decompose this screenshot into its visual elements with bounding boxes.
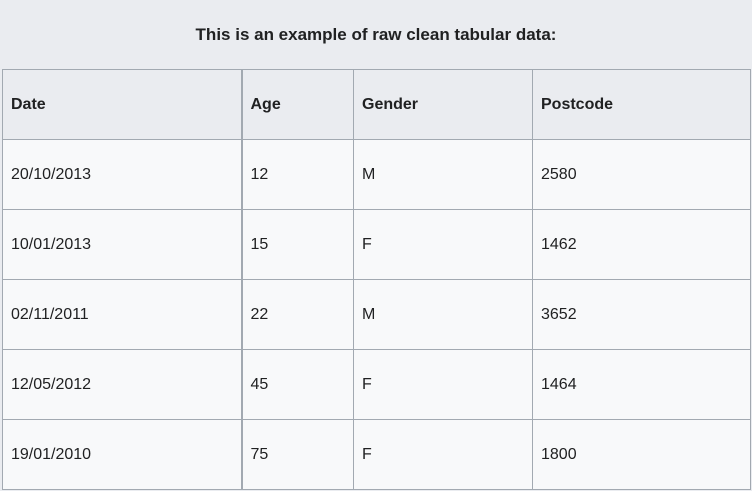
cell-age: 12 — [241, 139, 354, 210]
data-table: Date Age Gender Postcode 20/10/2013 12 M… — [2, 69, 751, 490]
column-header-postcode: Postcode — [532, 69, 751, 140]
table-row: 20/10/2013 12 M 2580 — [2, 139, 751, 210]
table-row: 10/01/2013 15 F 1462 — [2, 209, 751, 280]
cell-gender: M — [353, 139, 533, 210]
table-row: 02/11/2011 22 M 3652 — [2, 279, 751, 350]
cell-postcode: 3652 — [532, 279, 751, 350]
column-header-age: Age — [241, 69, 354, 140]
cell-postcode: 2580 — [532, 139, 751, 210]
table-caption: This is an example of raw clean tabular … — [0, 0, 752, 70]
table-header-row: Date Age Gender Postcode — [2, 69, 751, 140]
cell-postcode: 1800 — [532, 419, 751, 490]
cell-gender: F — [353, 209, 533, 280]
cell-date: 19/01/2010 — [2, 419, 243, 490]
cell-age: 15 — [241, 209, 354, 280]
table-row: 12/05/2012 45 F 1464 — [2, 349, 751, 420]
column-header-date: Date — [2, 69, 243, 140]
cell-date: 02/11/2011 — [2, 279, 243, 350]
cell-date: 12/05/2012 — [2, 349, 243, 420]
cell-date: 20/10/2013 — [2, 139, 243, 210]
table-row: 19/01/2010 75 F 1800 — [2, 419, 751, 490]
column-header-gender: Gender — [353, 69, 533, 140]
cell-gender: M — [353, 279, 533, 350]
cell-postcode: 1462 — [532, 209, 751, 280]
cell-age: 22 — [241, 279, 354, 350]
cell-age: 45 — [241, 349, 354, 420]
cell-gender: F — [353, 419, 533, 490]
cell-date: 10/01/2013 — [2, 209, 243, 280]
cell-postcode: 1464 — [532, 349, 751, 420]
cell-gender: F — [353, 349, 533, 420]
cell-age: 75 — [241, 419, 354, 490]
